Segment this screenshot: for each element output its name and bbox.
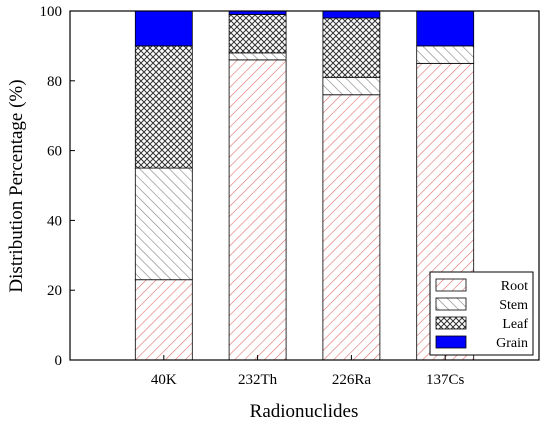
legend-swatch-root [435,278,467,292]
x-axis-ticks: 40K 232Th 226Ra 137Cs [151,355,465,388]
bar-137cs-grain [416,10,475,47]
bar-232th-root [228,59,287,361]
bar-226ra-stem [322,76,381,96]
x-tick-label: 226Ra [332,372,372,388]
bar-226ra-leaf [322,17,381,78]
bar-226ra-grain [322,10,381,19]
legend-swatch-leaf [435,316,467,330]
legend-label-grain: Grain [496,336,528,351]
y-tick-label: 100 [40,4,63,20]
bar-40k-leaf [134,45,193,169]
y-tick-label: 20 [47,283,62,299]
bar-226ra-root [322,94,381,361]
y-tick-label: 40 [47,213,62,229]
y-tick-label: 60 [47,144,62,160]
legend-swatch-stem [435,297,467,311]
legend-swatch-grain [435,335,467,349]
bars-layer [134,10,475,361]
plot-frame [69,10,540,361]
y-axis-ticks: 0 20 40 60 80 100 [40,4,75,369]
x-tick-label: 40K [151,372,177,388]
bar-232th-leaf [228,14,287,54]
y-tick-label: 80 [47,74,62,90]
x-axis-title: Radionuclides [250,401,359,422]
x-tick-label: 232Th [238,372,278,388]
bar-40k-root [134,279,193,361]
legend-label-leaf: Leaf [502,317,528,332]
x-tick-label: 137Cs [426,372,465,388]
legend-label-root: Root [501,279,528,294]
legend: Root Stem Leaf Grain [429,271,534,356]
legend-label-stem: Stem [499,298,528,313]
bar-137cs-stem [416,45,475,64]
y-axis-title: Distribution Percentage (%) [6,79,27,292]
bar-232th-stem [228,52,287,61]
y-tick-label: 0 [55,353,63,369]
bar-40k-grain [134,10,193,47]
bar-40k-stem [134,167,193,281]
